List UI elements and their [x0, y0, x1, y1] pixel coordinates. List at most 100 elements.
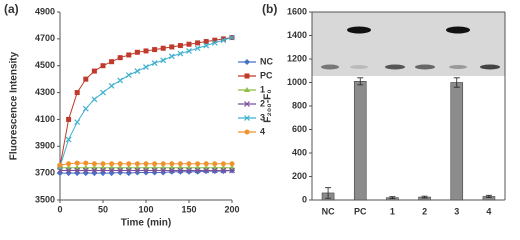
marker — [186, 167, 192, 174]
bar — [353, 81, 367, 201]
x-tick-label: 1 — [390, 206, 395, 216]
error-bar — [485, 194, 492, 199]
figure: 35003700390041004300450047004900(a)Fluor… — [4, 2, 506, 229]
marker — [91, 96, 98, 103]
y-tick-label: 4500 — [35, 60, 55, 70]
y-tick-label: 200 — [292, 171, 307, 181]
legend-marker — [244, 87, 250, 92]
error-bar — [389, 196, 396, 199]
error-bar — [357, 77, 364, 86]
legend-marker — [244, 115, 250, 121]
marker — [125, 72, 132, 79]
y-tick-label: 1600 — [287, 6, 307, 16]
marker — [212, 37, 218, 43]
marker — [220, 36, 226, 42]
marker — [65, 136, 72, 143]
marker — [160, 161, 166, 167]
legend-label: 4 — [260, 126, 265, 136]
y-tick-label: 3700 — [35, 168, 55, 178]
marker — [74, 90, 80, 96]
marker — [100, 89, 106, 96]
panel-label: (b) — [262, 2, 277, 16]
marker — [74, 167, 81, 174]
marker — [91, 161, 97, 167]
x-tick-label: 200 — [224, 204, 239, 214]
marker — [91, 167, 98, 174]
y-tick-label: 4900 — [35, 6, 55, 16]
marker — [134, 68, 141, 75]
panel-label: (a) — [4, 2, 19, 16]
marker — [186, 41, 192, 47]
marker — [186, 161, 192, 167]
x-axis-label: Time (min) — [121, 218, 171, 229]
marker — [117, 77, 124, 84]
marker — [126, 52, 132, 58]
marker — [126, 161, 132, 167]
marker — [203, 167, 210, 174]
y-tick-label: 600 — [292, 124, 307, 134]
bar — [450, 82, 464, 201]
marker — [220, 167, 227, 174]
y-tick-label: 1400 — [287, 30, 307, 40]
marker — [177, 43, 183, 49]
x-tick-label: 3 — [454, 206, 459, 216]
marker — [134, 169, 141, 176]
marker — [109, 59, 115, 65]
legend-label: 1 — [260, 84, 265, 94]
x-tick-label: 150 — [181, 204, 196, 214]
y-tick-label: 4700 — [35, 33, 55, 43]
marker — [177, 161, 183, 167]
marker — [203, 161, 209, 167]
marker — [66, 116, 72, 122]
marker — [195, 40, 201, 46]
marker — [125, 167, 132, 174]
legend-label: PC — [260, 70, 273, 80]
x-tick-label: 0 — [57, 204, 62, 214]
marker — [168, 167, 175, 174]
y-tick-label: 1000 — [287, 77, 307, 87]
error-bar — [453, 77, 460, 88]
marker — [160, 45, 166, 51]
y-tick-label: 4300 — [35, 87, 55, 97]
y-tick-label: 1200 — [287, 53, 307, 63]
marker — [117, 161, 123, 167]
marker — [74, 119, 81, 126]
legend-marker — [244, 101, 250, 107]
y-tick-label: 3500 — [35, 194, 55, 204]
marker — [229, 167, 235, 174]
marker — [134, 49, 140, 55]
marker — [108, 82, 115, 89]
y-tick-label: 800 — [292, 100, 307, 110]
marker — [194, 167, 201, 174]
x-tick-label: 50 — [98, 204, 108, 214]
x-tick-label: 4 — [486, 206, 491, 216]
marker — [151, 167, 158, 174]
marker — [169, 161, 175, 167]
marker — [108, 167, 115, 174]
marker — [117, 55, 123, 61]
marker — [117, 167, 124, 174]
marker — [83, 76, 89, 82]
marker — [82, 167, 89, 174]
y-tick-label: 0 — [302, 194, 307, 204]
marker — [143, 48, 149, 54]
marker — [203, 39, 209, 45]
legend-marker — [244, 129, 250, 135]
error-bar — [421, 195, 428, 199]
marker — [151, 169, 158, 176]
marker — [109, 161, 115, 167]
marker — [160, 167, 167, 174]
x-tick-label: PC — [354, 206, 367, 216]
marker — [83, 160, 89, 166]
marker — [57, 162, 63, 168]
legend-marker — [244, 73, 250, 79]
marker — [211, 39, 218, 46]
marker — [82, 105, 89, 112]
marker — [143, 167, 149, 174]
marker — [91, 68, 97, 74]
y-tick-label: 3900 — [35, 141, 55, 151]
marker — [100, 167, 106, 174]
marker — [220, 161, 226, 167]
marker — [117, 169, 124, 176]
marker — [211, 167, 218, 174]
